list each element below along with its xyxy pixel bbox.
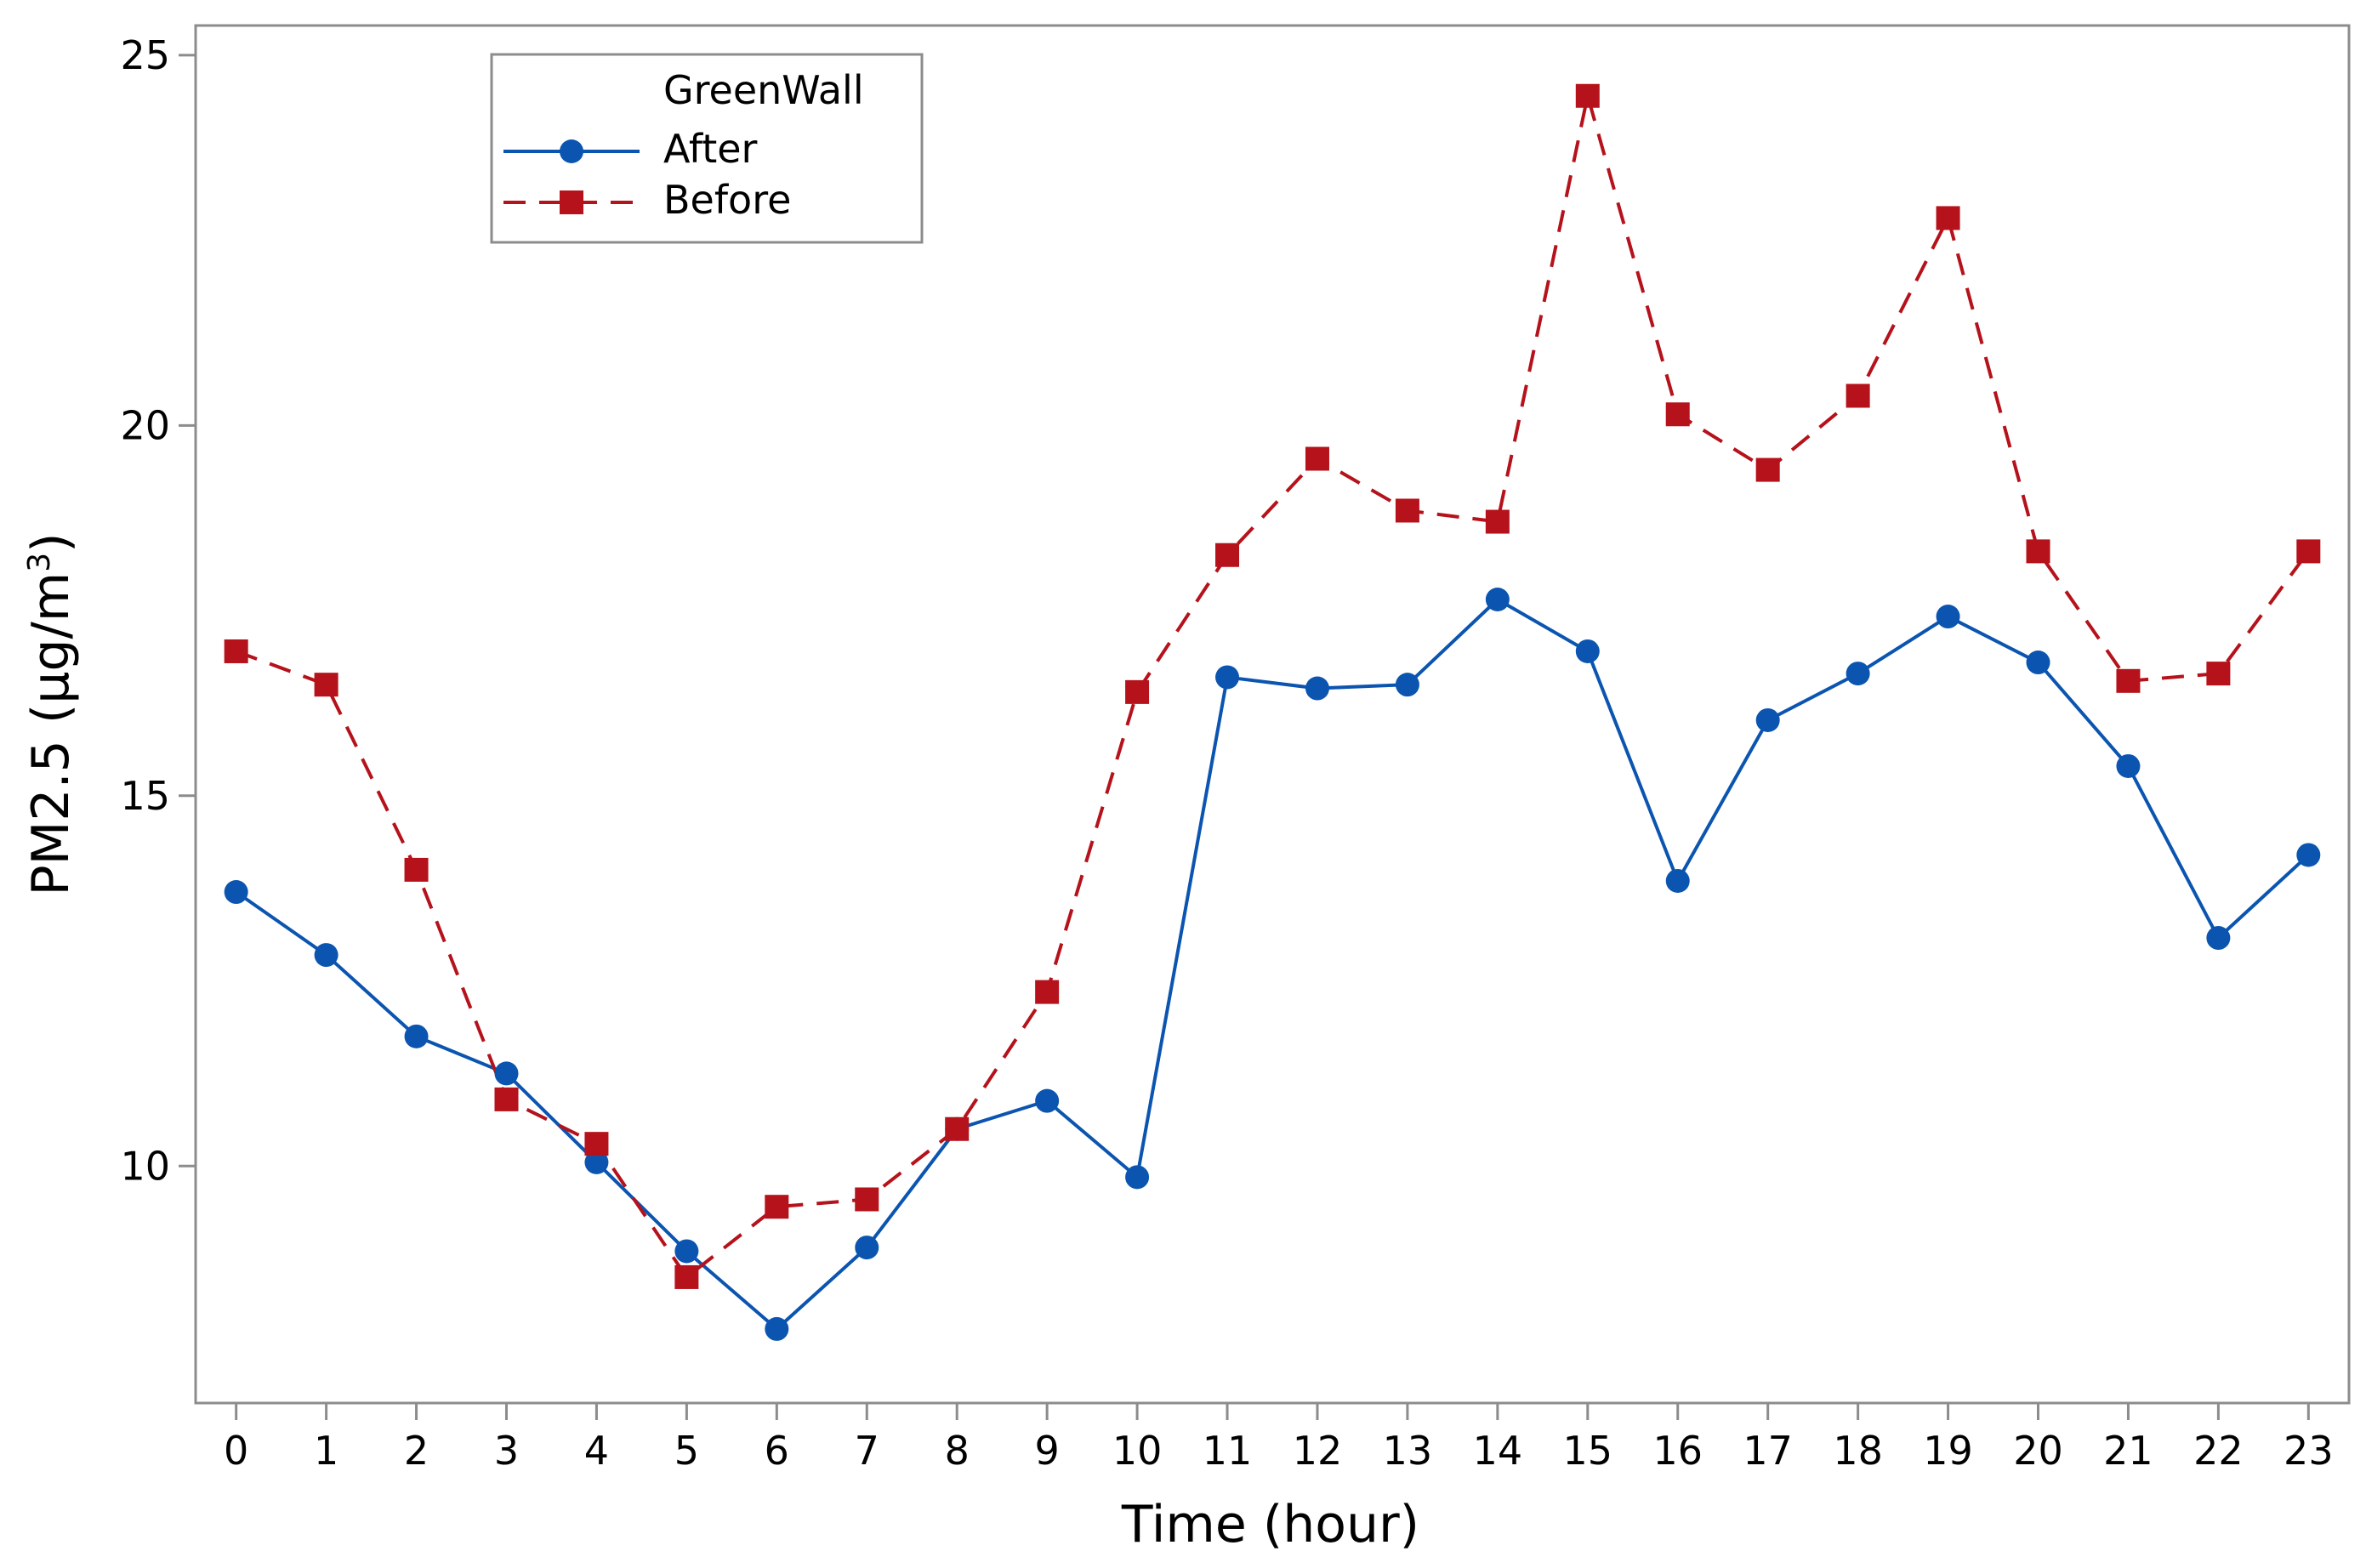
data-point-after: [1846, 662, 1870, 686]
x-tick-label: 15: [1563, 1428, 1613, 1474]
data-point-before: [1755, 457, 1780, 482]
x-tick-label: 6: [765, 1428, 789, 1474]
x-tick-label: 22: [2193, 1428, 2244, 1474]
data-point-before: [314, 673, 338, 697]
legend: GreenWall After Before: [490, 53, 924, 244]
data-point-after: [224, 880, 248, 905]
x-tick-label: 13: [1383, 1428, 1433, 1474]
data-point-after: [2026, 650, 2050, 675]
data-point-before: [2206, 662, 2231, 686]
data-point-after: [584, 1150, 609, 1174]
y-tick-label: 25: [120, 32, 170, 78]
y-axis-title-main: PM2.5 (µg/m: [21, 572, 81, 896]
data-point-before: [2026, 539, 2050, 564]
data-point-before: [1395, 498, 1419, 523]
data-point-after: [765, 1316, 789, 1341]
data-point-before: [1846, 383, 1870, 408]
data-point-after: [404, 1024, 429, 1048]
data-point-before: [1215, 543, 1240, 567]
x-tick-label: 11: [1203, 1428, 1253, 1474]
data-point-after: [1395, 673, 1419, 697]
x-tick-label: 23: [2284, 1428, 2334, 1474]
y-axis-title-superscript: 3: [22, 553, 57, 572]
data-point-after: [1755, 707, 1780, 732]
data-point-before: [1936, 206, 1960, 230]
x-tick-label: 17: [1743, 1428, 1793, 1474]
x-tick-label: 14: [1473, 1428, 1523, 1474]
x-tick-label: 12: [1293, 1428, 1343, 1474]
x-tick-label: 9: [1035, 1428, 1060, 1474]
x-tick-label: 7: [855, 1428, 879, 1474]
x-tick-label: 4: [584, 1428, 609, 1474]
data-point-before: [1035, 980, 1060, 1004]
data-point-before: [1485, 509, 1510, 534]
series-layer: [224, 83, 2321, 1341]
y-tick-label: 10: [120, 1143, 170, 1189]
data-point-before: [1125, 679, 1150, 704]
x-tick-label: 3: [494, 1428, 519, 1474]
x-axis-ticks: 0 1 2 3 4 5 6 7 8 9 10 11 12 13 14 15 16 17 18 19 20 21 22 23: [224, 1403, 2334, 1474]
data-point-after: [2206, 926, 2231, 951]
y-axis-title: PM2.5 (µg/m3): [21, 532, 81, 895]
legend-after-marker: [560, 139, 583, 163]
data-point-before: [765, 1195, 789, 1219]
x-tick-label: 19: [1923, 1428, 1973, 1474]
data-point-after: [494, 1061, 519, 1086]
y-tick-label: 15: [120, 773, 170, 819]
data-point-after: [2116, 753, 2141, 778]
data-point-after: [1936, 605, 1960, 629]
data-point-before: [1575, 83, 1600, 108]
series-line-before: [235, 94, 2310, 1279]
data-point-before: [2296, 539, 2321, 564]
data-point-after: [1485, 588, 1510, 611]
data-point-after: [1215, 665, 1240, 690]
data-point-after: [1035, 1088, 1060, 1113]
data-point-after: [2296, 843, 2321, 867]
data-point-before: [584, 1132, 609, 1156]
data-point-before: [855, 1187, 879, 1212]
data-point-before: [494, 1087, 519, 1111]
y-axis-title-close: ): [21, 532, 81, 552]
plot-frame: [194, 24, 2351, 1405]
x-axis-title: Time (hour): [1121, 1495, 1419, 1554]
x-tick-label: 1: [314, 1428, 338, 1474]
data-point-before: [404, 857, 429, 882]
x-tick-label: 5: [674, 1428, 699, 1474]
series-line-after: [235, 598, 2310, 1331]
x-tick-label: 2: [404, 1428, 429, 1474]
x-tick-label: 10: [1112, 1428, 1163, 1474]
data-point-before: [1305, 446, 1329, 471]
data-point-before: [1665, 402, 1690, 427]
data-point-after: [1125, 1165, 1150, 1190]
x-tick-label: 18: [1833, 1428, 1883, 1474]
x-tick-label: 8: [945, 1428, 970, 1474]
data-point-after: [1575, 639, 1600, 663]
data-point-after: [855, 1236, 879, 1260]
data-point-after: [314, 943, 338, 968]
data-point-after: [1665, 868, 1690, 893]
data-point-after: [1305, 676, 1329, 701]
x-tick-label: 21: [2103, 1428, 2153, 1474]
legend-title: GreenWall: [663, 67, 864, 113]
data-point-before: [2116, 668, 2141, 693]
legend-before-label: Before: [663, 177, 791, 223]
y-tick-label: 20: [120, 402, 170, 448]
data-point-before: [945, 1116, 970, 1141]
legend-before-marker: [560, 190, 583, 214]
data-point-before: [224, 639, 248, 663]
legend-after-label: After: [663, 126, 758, 172]
x-tick-label: 16: [1652, 1428, 1703, 1474]
y-axis-ticks: 10 15 20 25: [120, 32, 196, 1189]
data-point-before: [674, 1264, 699, 1289]
x-tick-label: 20: [2013, 1428, 2063, 1474]
x-tick-label: 0: [224, 1428, 248, 1474]
data-point-after: [674, 1239, 699, 1264]
